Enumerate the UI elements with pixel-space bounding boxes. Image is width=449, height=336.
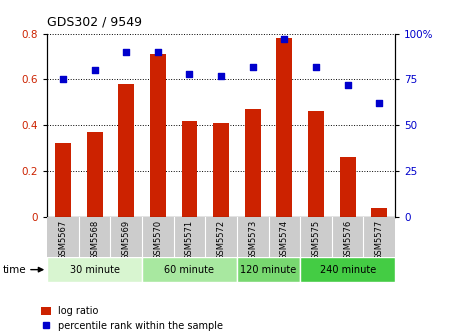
Text: 60 minute: 60 minute [164,265,215,275]
Point [249,64,256,69]
Bar [119,84,134,217]
Bar [371,208,387,217]
Text: GSM5577: GSM5577 [375,220,384,260]
Legend: log ratio, percentile rank within the sample: log ratio, percentile rank within the sa… [41,306,223,331]
Bar [237,257,300,282]
Text: GSM5575: GSM5575 [312,220,321,260]
Bar [277,38,292,217]
Text: GSM5571: GSM5571 [185,220,194,260]
Point [59,77,66,82]
Text: GSM5576: GSM5576 [343,220,352,260]
Point [154,49,162,54]
Point [313,64,320,69]
Point [281,36,288,42]
Text: GSM5570: GSM5570 [154,220,163,260]
Point [344,82,351,88]
Text: 240 minute: 240 minute [320,265,376,275]
Text: GSM5574: GSM5574 [280,220,289,260]
Text: GSM5567: GSM5567 [58,220,67,260]
Bar [181,121,198,217]
Point [91,68,98,73]
Text: GSM5573: GSM5573 [248,220,257,260]
Text: 120 minute: 120 minute [241,265,297,275]
Bar [87,132,102,217]
Text: GDS302 / 9549: GDS302 / 9549 [47,15,142,29]
Point [217,73,224,78]
Point [376,100,383,106]
Bar [300,257,395,282]
Bar [142,257,237,282]
Point [123,49,130,54]
Bar [213,123,229,217]
Bar [150,54,166,217]
Text: GSM5568: GSM5568 [90,220,99,260]
Bar [340,157,356,217]
Text: time: time [2,265,26,275]
Bar [55,143,71,217]
Text: 30 minute: 30 minute [70,265,119,275]
Bar [308,112,324,217]
Bar [47,257,142,282]
Text: GSM5572: GSM5572 [216,220,226,260]
Point [186,71,193,77]
Bar [245,109,261,217]
Text: GSM5569: GSM5569 [122,220,131,260]
